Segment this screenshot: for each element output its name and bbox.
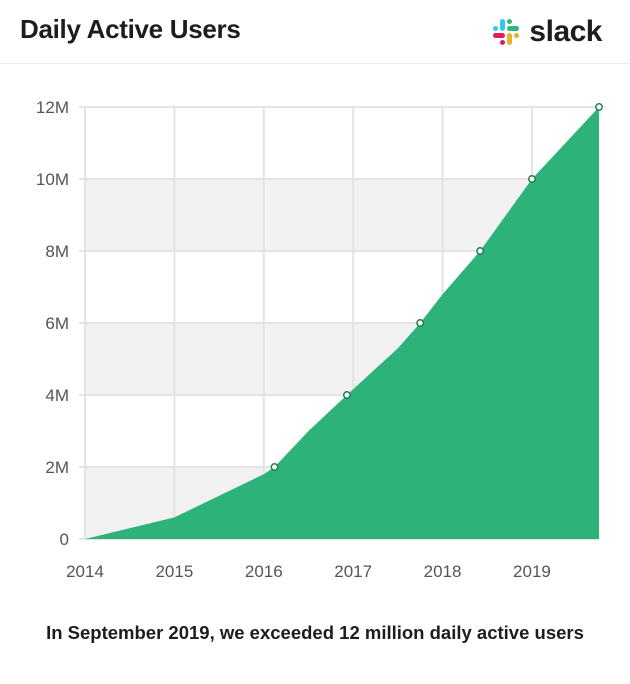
x-tick-label: 2014 bbox=[66, 562, 104, 581]
data-point-marker bbox=[416, 319, 425, 327]
chart-area: 0 2M 4M 6M 8M 10M 12M 2014 2015 2016 2017 2018 2019 bbox=[0, 64, 630, 604]
x-tick-label: 2019 bbox=[513, 562, 551, 581]
chart-header: Daily Active Users slack bbox=[0, 0, 630, 64]
data-point-marker bbox=[342, 391, 351, 399]
x-tick-label: 2018 bbox=[424, 562, 462, 581]
slack-logo: slack bbox=[491, 14, 602, 50]
logo-dot-2 bbox=[507, 19, 513, 24]
logo-dot-4 bbox=[500, 40, 506, 45]
brand-wordmark: slack bbox=[529, 15, 602, 48]
y-tick-label: 6M bbox=[45, 314, 69, 333]
logo-bar-3 bbox=[493, 33, 506, 38]
y-tick-label: 8M bbox=[45, 242, 69, 261]
logo-bar-1 bbox=[500, 19, 506, 31]
logo-dot-3 bbox=[514, 33, 520, 38]
y-tick-label: 12M bbox=[36, 98, 69, 117]
series-area bbox=[85, 107, 599, 539]
logo-bar-2 bbox=[507, 33, 513, 45]
y-tick-label: 2M bbox=[45, 458, 69, 477]
data-point-marker bbox=[270, 463, 279, 471]
area-chart: 0 2M 4M 6M 8M 10M 12M 2014 2015 2016 2017 2018 2019 bbox=[36, 98, 603, 581]
chart-title: Daily Active Users bbox=[20, 14, 241, 44]
logo-dot-1 bbox=[493, 26, 499, 31]
x-tick-label: 2016 bbox=[245, 562, 283, 581]
data-point-marker bbox=[476, 247, 485, 255]
x-tick-label: 2015 bbox=[155, 562, 193, 581]
slack-hash-icon bbox=[493, 19, 520, 45]
data-point-marker bbox=[528, 175, 536, 183]
y-tick-label: 0 bbox=[60, 530, 69, 549]
chart-caption: In September 2019, we exceeded 12 millio… bbox=[46, 622, 584, 643]
y-tick-label: 4M bbox=[45, 386, 69, 405]
x-tick-label: 2017 bbox=[334, 562, 372, 581]
data-point-marker bbox=[595, 103, 603, 111]
logo-bar-4 bbox=[507, 26, 520, 31]
y-tick-label: 10M bbox=[36, 170, 69, 189]
